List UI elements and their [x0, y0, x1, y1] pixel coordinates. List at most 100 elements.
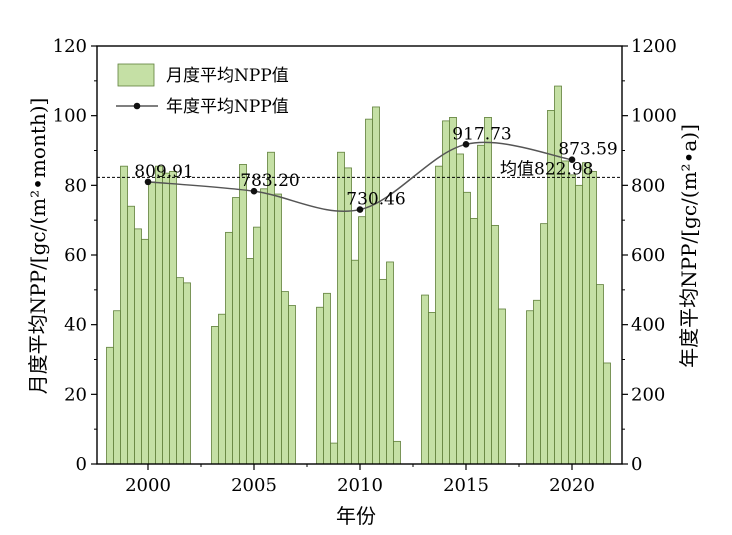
bar-2005-m1: [211, 326, 219, 465]
bar-2015-m12: [498, 308, 506, 465]
legend-bar-swatch: [117, 63, 155, 87]
bar-2015-m7: [463, 191, 471, 465]
left-tick-label-40: 40: [64, 315, 87, 336]
left-tick-label-20: 20: [64, 384, 87, 405]
bar-2005-m4: [232, 197, 240, 465]
bar-2000-m4: [127, 205, 135, 465]
bar-2010-m10: [379, 278, 387, 465]
bar-2005-m3: [225, 231, 233, 465]
annual-point-label-2005: 783.20: [240, 171, 299, 191]
legend-line-marker: [133, 102, 141, 110]
bar-2005-m7: [253, 226, 261, 465]
annual-point-2000: [144, 178, 152, 186]
x-axis-title: 年份: [336, 504, 376, 528]
x-tick-label-2010: 2010: [337, 475, 383, 496]
annual-point-2015: [462, 141, 470, 148]
bar-2010-m5: [344, 167, 352, 465]
bar-2000-m10: [169, 170, 177, 465]
left-tick-label-100: 100: [53, 106, 87, 127]
monthly-bars: [106, 85, 611, 465]
right-tick-label-600: 600: [631, 245, 665, 266]
left-axis-title: 月度平均NPP/[gc/(m²•month)]: [26, 98, 50, 395]
bar-2015-m2: [428, 312, 436, 465]
bar-2020-m10: [589, 170, 597, 465]
bar-2015-m4: [442, 120, 450, 465]
bar-2020-m1: [526, 310, 534, 465]
annual-line-group: 809.91 783.20 730.46 917.73 873.59: [134, 124, 618, 213]
bar-2000-m12: [183, 282, 191, 465]
bar-2020-m7: [568, 174, 576, 465]
mean-line-label: 均值822.98: [500, 159, 593, 179]
left-tick-label-120: 120: [53, 36, 87, 57]
right-tick-label-1200: 1200: [631, 36, 677, 57]
bar-2020-m11: [596, 284, 604, 465]
annual-point-label-2000: 809.91: [134, 162, 193, 182]
bar-2020-m6: [561, 160, 569, 465]
bar-2005-m2: [218, 313, 226, 465]
right-tick-label-800: 800: [631, 175, 665, 196]
bar-2000-m7: [148, 181, 156, 465]
left-tick-label-80: 80: [64, 175, 87, 196]
bar-2005-m12: [288, 305, 296, 465]
legend-bar-label: 月度平均NPP值: [166, 66, 289, 86]
bar-2015-m6: [456, 153, 464, 465]
bar-2020-m3: [540, 223, 548, 465]
bar-2010-m8: [365, 118, 373, 465]
bar-2000-m11: [176, 277, 184, 465]
bar-2000-m6: [141, 238, 149, 465]
bar-2000-m2: [113, 310, 121, 465]
annual-point-2020: [568, 156, 576, 163]
x-tick-label-2005: 2005: [231, 475, 277, 496]
bar-2015-m1: [421, 294, 429, 465]
x-tick-label-2000: 2000: [125, 475, 171, 496]
bar-2010-m4: [337, 151, 345, 465]
bar-2020-m8: [575, 184, 583, 465]
bar-2010-m11: [386, 261, 394, 465]
bar-2010-m7: [358, 216, 366, 465]
bar-2000-m3: [120, 165, 128, 465]
legend-line-label: 年度平均NPP值: [166, 97, 289, 117]
bar-2020-m12: [603, 362, 611, 465]
x-tick-label-2020: 2020: [549, 475, 595, 496]
bar-2015-m5: [449, 117, 457, 465]
left-tick-label-60: 60: [64, 245, 87, 266]
right-tick-label-200: 200: [631, 384, 665, 405]
bar-2000-m5: [134, 228, 142, 465]
bar-2015-m3: [435, 165, 443, 465]
annual-point-label-2010: 730.46: [346, 190, 405, 210]
mean-line-group: 均值822.98: [97, 159, 622, 179]
axis-labels: 年份 月度平均NPP/[gc/(m²•month)] 年度平均NPP/[gc/(m²…: [26, 98, 701, 528]
annual-point-2005: [250, 187, 258, 195]
right-axis-title: 年度平均NPP/[gc/(m²•a)]: [677, 124, 701, 368]
bar-2000-m9: [162, 172, 170, 465]
bar-2010-m6: [351, 259, 359, 465]
annual-point-label-2020: 873.59: [558, 140, 617, 160]
x-tick-label-2015: 2015: [443, 475, 489, 496]
right-tick-label-1000: 1000: [631, 106, 677, 127]
bar-2005-m8: [260, 188, 268, 465]
bar-2010-m3: [330, 442, 338, 465]
left-tick-label-0: 0: [76, 454, 87, 475]
bar-2010-m1: [316, 306, 324, 465]
bar-2015-m8: [470, 218, 478, 465]
annual-point-label-2015: 917.73: [452, 124, 511, 144]
bar-2010-m9: [372, 106, 380, 465]
right-tick-label-0: 0: [631, 454, 642, 475]
bar-2020-m2: [533, 299, 541, 465]
bar-2010-m2: [323, 292, 331, 465]
bar-2005-m5: [239, 164, 247, 465]
bar-2010-m12: [393, 440, 401, 465]
axes-group: 0204060801001200200400600800100012002000…: [53, 36, 677, 496]
bar-2015-m11: [491, 224, 499, 465]
bar-2015-m10: [484, 117, 492, 465]
bar-2005-m10: [274, 193, 282, 465]
bar-2005-m11: [281, 291, 289, 465]
annual-point-2010: [356, 206, 364, 213]
bar-2000-m8: [155, 165, 163, 465]
right-tick-label-400: 400: [631, 315, 665, 336]
bar-2005-m6: [246, 258, 254, 465]
bar-2020-m9: [582, 162, 590, 465]
bar-2000-m1: [106, 346, 114, 465]
